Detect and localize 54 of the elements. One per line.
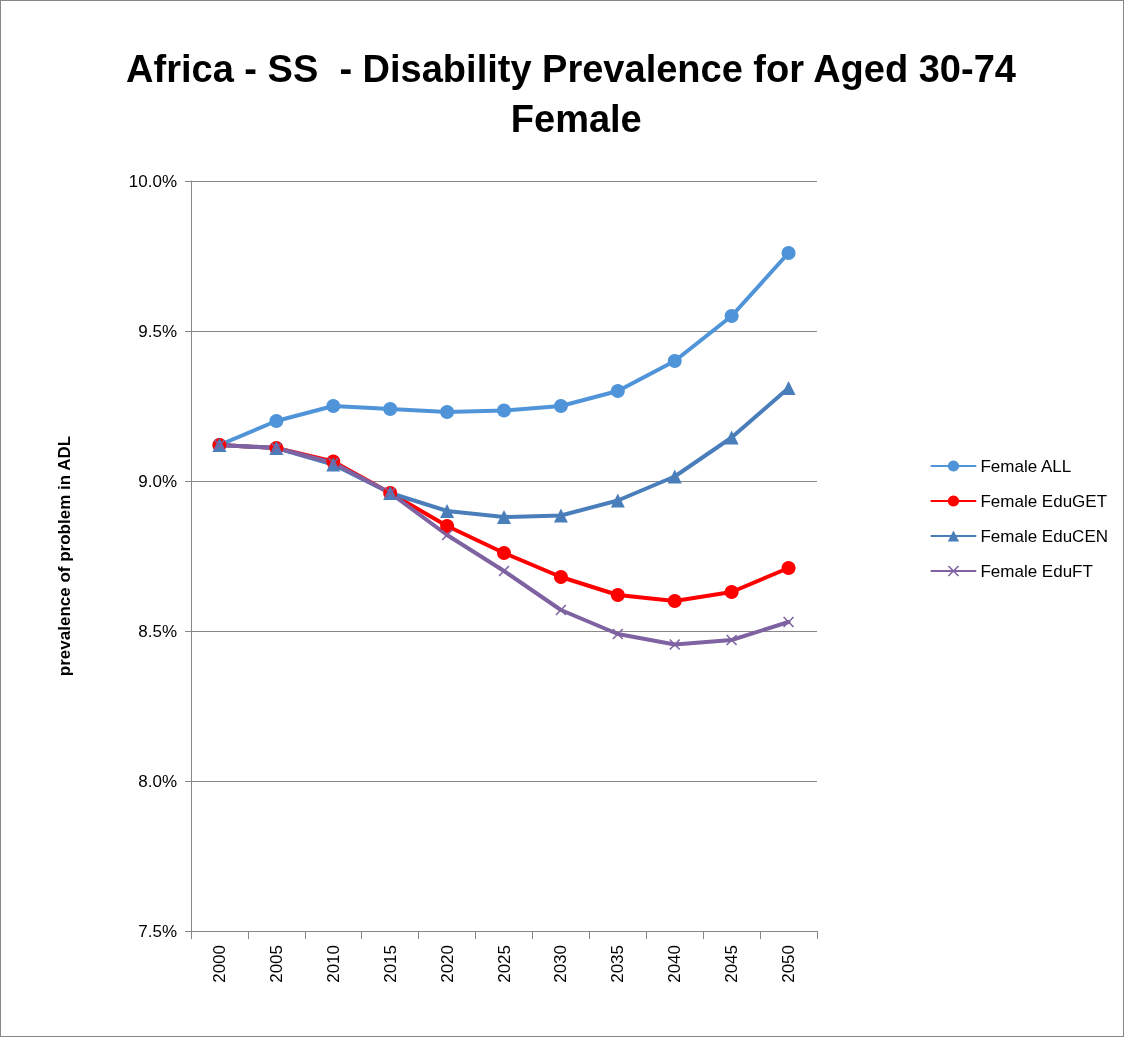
point <box>269 414 284 428</box>
x-tick-label: 2015 <box>380 945 400 983</box>
point <box>553 399 568 413</box>
point <box>383 402 398 416</box>
point <box>667 469 682 484</box>
legend-label: Female EduCEN <box>980 526 1109 546</box>
y-tick-label: 8.0% <box>138 771 177 791</box>
point <box>724 430 739 445</box>
point <box>783 616 795 628</box>
point <box>724 309 739 323</box>
y-tick-label: 9.0% <box>138 471 177 491</box>
x-tick-label: 2040 <box>665 945 685 983</box>
point <box>497 546 511 560</box>
y-axis-title: prevalence of problem in ADL <box>55 435 74 677</box>
y-tick-label: 9.5% <box>138 321 177 341</box>
point <box>441 529 453 541</box>
point <box>440 519 455 533</box>
point <box>553 508 568 523</box>
point <box>553 570 568 584</box>
legend-label: Female ALL <box>980 456 1072 476</box>
point <box>610 384 625 398</box>
y-tick-label: 10.0% <box>128 171 177 191</box>
y-tick-label: 8.5% <box>138 621 177 641</box>
y-tick-label: 7.5% <box>138 921 177 941</box>
point <box>667 354 682 368</box>
point <box>610 588 625 602</box>
x-tick-label: 2035 <box>608 945 628 983</box>
point <box>612 628 624 640</box>
point <box>440 504 455 518</box>
point <box>669 639 681 650</box>
point <box>667 594 682 608</box>
legend-label: Female EduFT <box>980 561 1093 581</box>
point <box>497 403 511 418</box>
x-tick-label: 2010 <box>323 945 343 983</box>
x-tick-label: 2045 <box>722 945 742 983</box>
x-tick-label: 2020 <box>437 945 457 983</box>
point <box>781 246 796 260</box>
point <box>724 585 739 599</box>
point <box>726 634 738 646</box>
point <box>326 399 341 413</box>
legend-label: Female EduGET <box>980 491 1108 511</box>
point <box>440 405 455 419</box>
point <box>781 561 796 575</box>
x-tick-label: 2005 <box>266 945 286 983</box>
point <box>781 381 796 395</box>
x-tick-label: 2025 <box>494 945 514 983</box>
point <box>498 565 510 577</box>
x-tick-label: 2050 <box>779 945 799 983</box>
x-tick-label: 2030 <box>551 945 571 983</box>
point <box>610 493 625 508</box>
x-tick-label: 2000 <box>209 945 229 983</box>
point <box>555 604 567 616</box>
chart-title: Africa - SS - Disability Prevalence for Aged 30-74 Female <box>126 48 1016 140</box>
point <box>497 510 511 524</box>
